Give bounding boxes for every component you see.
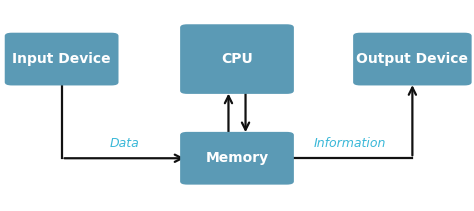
- Text: Output Device: Output Device: [356, 52, 468, 66]
- Text: Input Device: Input Device: [12, 52, 111, 66]
- Text: Data: Data: [109, 137, 139, 150]
- FancyBboxPatch shape: [180, 24, 294, 94]
- FancyBboxPatch shape: [5, 33, 118, 85]
- Text: Memory: Memory: [205, 151, 269, 165]
- FancyBboxPatch shape: [353, 33, 472, 85]
- Text: Information: Information: [313, 137, 386, 150]
- Text: CPU: CPU: [221, 52, 253, 66]
- FancyBboxPatch shape: [180, 132, 294, 185]
